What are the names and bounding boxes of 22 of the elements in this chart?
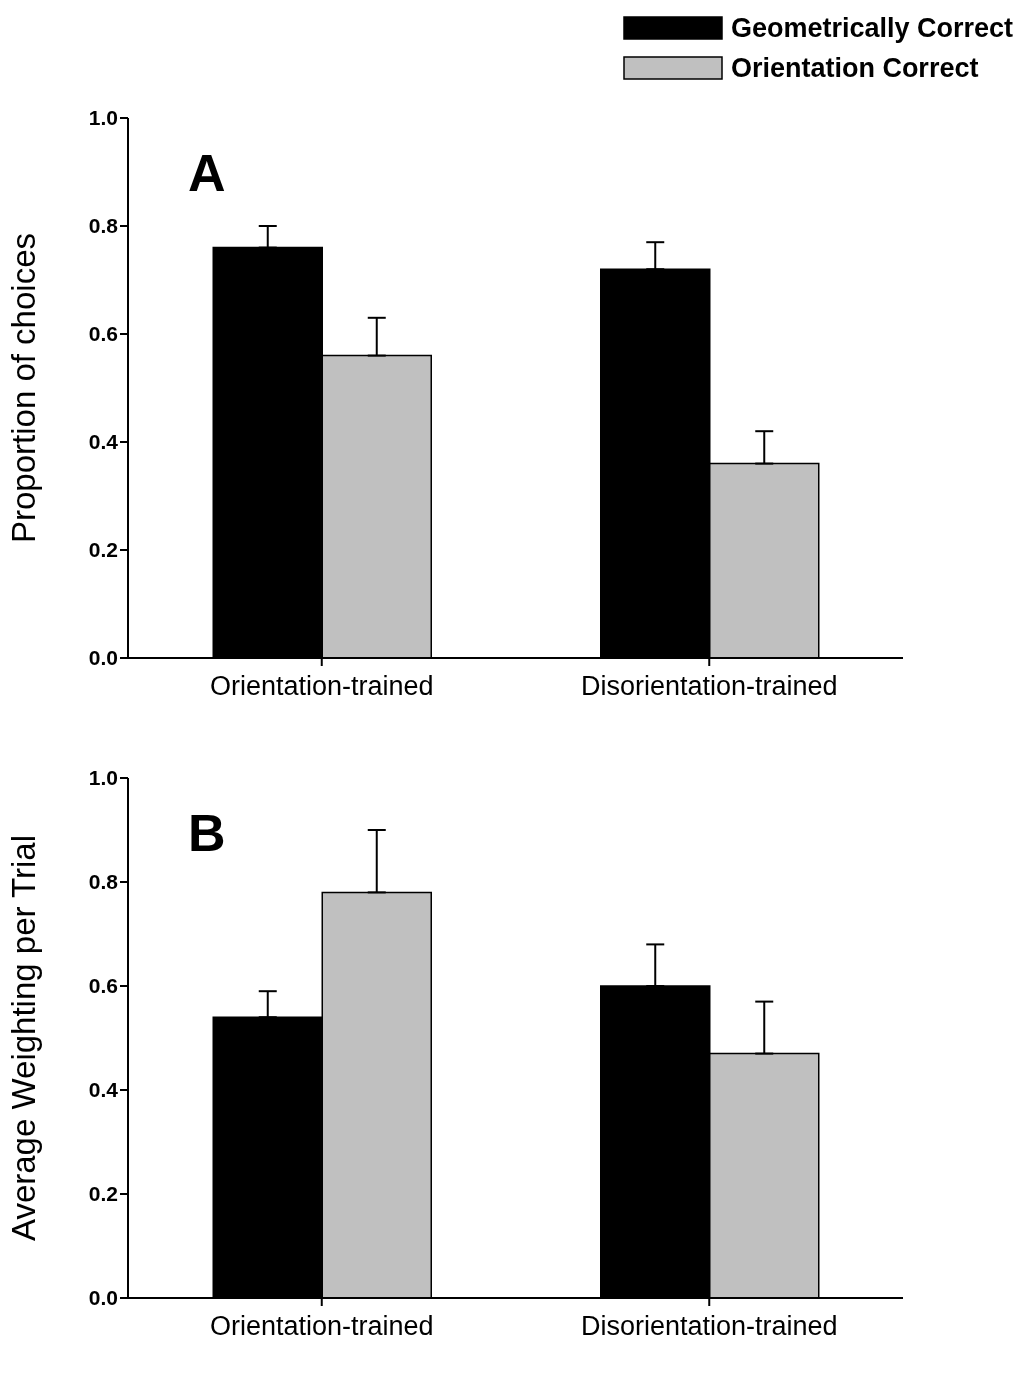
- legend-label: Geometrically Correct: [730, 12, 1013, 45]
- y-tick-label: 0.0: [88, 1286, 118, 1310]
- y-tick-label: 0.4: [88, 1078, 119, 1102]
- y-tick-label: 0.2: [88, 1182, 118, 1206]
- x-tick-label: Orientation-trained: [209, 671, 434, 702]
- legend-label: Orientation Correct: [730, 52, 979, 85]
- y-axis-title: Proportion of choices: [4, 232, 42, 544]
- x-tick-label: Orientation-trained: [209, 1311, 434, 1342]
- y-tick-label: 0.8: [88, 870, 119, 894]
- x-tick-label: Disorientation-trained: [580, 1311, 838, 1342]
- y-tick-label: 1.0: [88, 766, 118, 790]
- annotation: A: [188, 143, 226, 203]
- y-tick-label: 0.6: [88, 974, 118, 998]
- y-tick-label: 0.4: [88, 430, 119, 454]
- y-axis-title: Average Weighting per Trial: [4, 834, 42, 1242]
- annotation: B: [188, 803, 226, 863]
- y-tick-label: 0.0: [88, 646, 118, 670]
- y-tick-label: 0.2: [88, 538, 118, 562]
- y-tick-label: 0.8: [88, 214, 119, 238]
- y-tick-label: 1.0: [88, 106, 118, 130]
- y-tick-label: 0.6: [88, 322, 118, 346]
- x-tick-label: Disorientation-trained: [580, 671, 838, 702]
